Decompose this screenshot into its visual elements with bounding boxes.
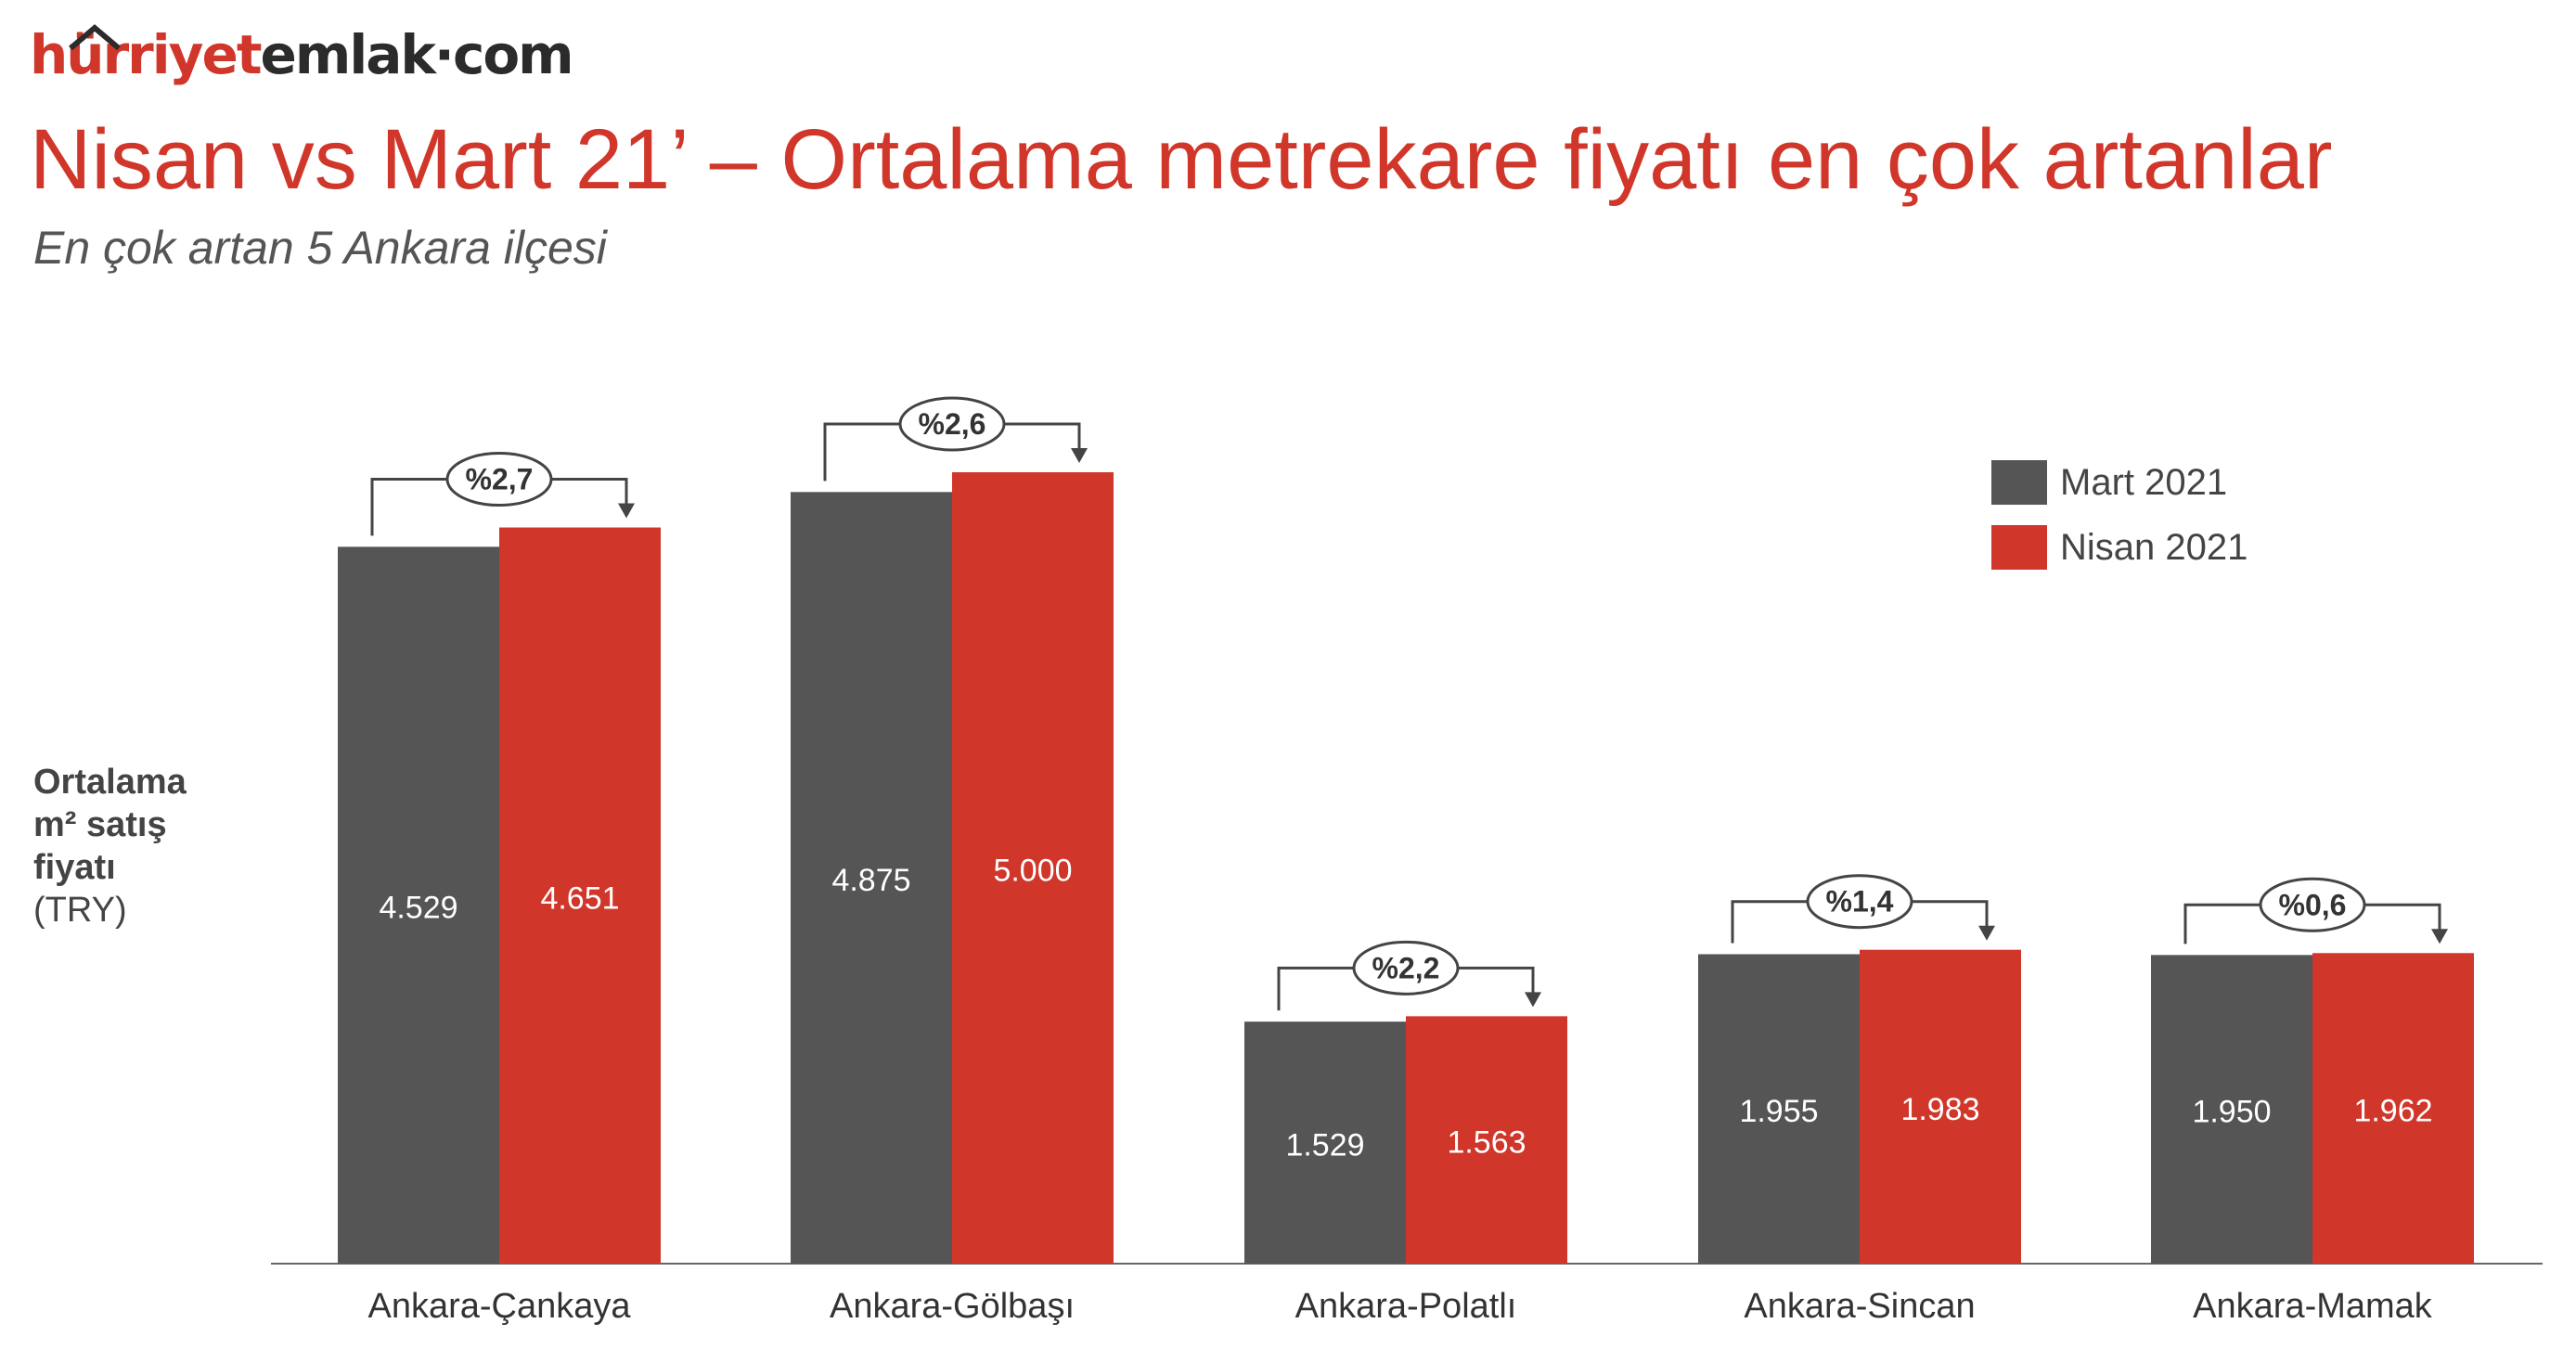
bar-nisan-4: [1860, 949, 2021, 1264]
change-label-2: %2,6: [919, 407, 986, 441]
data-label-mart-5: 1.950: [2192, 1095, 2271, 1130]
bar-mart-5: [2151, 955, 2312, 1264]
logo-text-dark: emlak·com: [260, 23, 574, 86]
chart-legend: Mart 2021 Nisan 2021: [1991, 460, 2248, 590]
legend-item-mart: Mart 2021: [1991, 460, 2248, 505]
bar-mart-4: [1698, 954, 1860, 1264]
data-label-mart-2: 4.875: [831, 863, 910, 898]
change-arrow-icon-3: [1525, 992, 1541, 1008]
data-label-mart-4: 1.955: [1739, 1094, 1818, 1129]
category-label-4: Ankara-Sincan: [1744, 1287, 1975, 1326]
bar-nisan-2: [952, 472, 1114, 1264]
change-bubble-5: [2259, 877, 2366, 932]
y-axis-label-line-2: m² satış: [33, 805, 167, 844]
brand-logo: hürriyet emlak·com: [30, 17, 574, 86]
y-axis-label-line-1: Ortalama: [33, 763, 187, 802]
y-axis-label-line-4: (TRY): [33, 891, 127, 930]
change-label-3: %2,2: [1372, 951, 1440, 984]
legend-swatch-nisan: [1991, 525, 2047, 570]
change-bubble-4: [1806, 874, 1913, 930]
category-label-1: Ankara-Çankaya: [367, 1287, 631, 1326]
bar-nisan-3: [1406, 1016, 1567, 1264]
data-label-nisan-2: 5.000: [993, 854, 1072, 889]
bar-mart-2: [791, 492, 952, 1264]
data-label-mart-1: 4.529: [379, 891, 457, 926]
data-label-nisan-5: 1.962: [2353, 1094, 2432, 1129]
data-label-nisan-1: 4.651: [540, 880, 619, 916]
bar-mart-1: [338, 546, 499, 1264]
data-label-mart-3: 1.529: [1285, 1128, 1364, 1163]
category-label-3: Ankara-Polatlı: [1295, 1287, 1517, 1326]
house-roof-icon: [69, 24, 121, 50]
y-axis-label: Ortalama m² satış fiyatı (TRY): [33, 761, 187, 931]
category-label-2: Ankara-Gölbaşı: [830, 1287, 1075, 1326]
data-label-nisan-4: 1.983: [1900, 1092, 1979, 1127]
change-bubble-1: [445, 452, 553, 507]
change-arrow-icon-2: [1071, 448, 1088, 463]
page-subtitle: En çok artan 5 Ankara ilçesi: [33, 222, 607, 274]
bar-nisan-1: [499, 527, 661, 1264]
page-title: Nisan vs Mart 21’ – Ortalama metrekare f…: [30, 112, 2333, 207]
legend-item-nisan: Nisan 2021: [1991, 525, 2248, 570]
legend-label-mart: Mart 2021: [2060, 461, 2228, 503]
bar-mart-3: [1244, 1021, 1406, 1264]
logo-text-red: hürriyet: [30, 23, 263, 86]
y-axis-label-line-3: fiyatı: [33, 848, 116, 887]
change-label-4: %1,4: [1826, 885, 1894, 919]
category-label-5: Ankara-Mamak: [2193, 1287, 2433, 1326]
change-arrow-icon-4: [1978, 925, 1995, 941]
change-arrow-icon-1: [618, 503, 635, 519]
change-label-1: %2,7: [466, 463, 534, 496]
change-arrow-icon-5: [2431, 929, 2448, 944]
data-label-nisan-3: 1.563: [1447, 1125, 1526, 1161]
legend-label-nisan: Nisan 2021: [2060, 526, 2248, 568]
legend-swatch-mart: [1991, 460, 2047, 505]
change-label-5: %0,6: [2279, 888, 2347, 921]
bar-nisan-5: [2312, 953, 2474, 1264]
change-bubble-3: [1352, 940, 1460, 996]
change-bubble-2: [898, 396, 1006, 452]
